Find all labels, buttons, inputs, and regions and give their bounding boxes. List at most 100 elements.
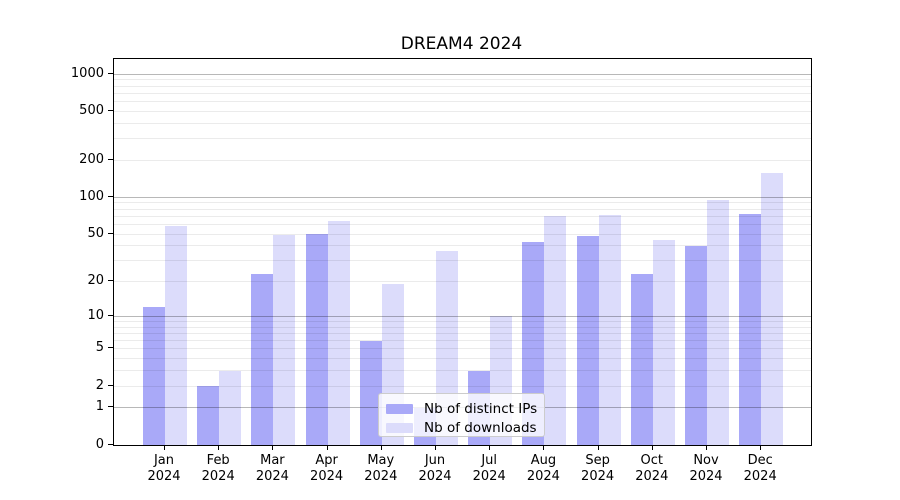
x-tick-mark-3 xyxy=(326,445,328,450)
x-tick-label-1: Feb 2024 xyxy=(201,453,235,484)
minor-gridline-40 xyxy=(114,245,811,247)
y-tick-label-500: 500 xyxy=(79,102,104,118)
minor-gridline-800 xyxy=(114,85,811,87)
x-tick-mark-9 xyxy=(651,445,653,450)
bar-distinct-ips-8 xyxy=(576,236,599,445)
bar-downloads-11 xyxy=(761,173,784,445)
y-tick-label-200: 200 xyxy=(79,151,104,167)
x-tick-mark-6 xyxy=(489,445,491,450)
x-tick-label-0: Jan 2024 xyxy=(147,453,181,484)
x-tick-label-5: Jun 2024 xyxy=(418,453,452,484)
legend-label-distinct-ips: Nb of distinct IPs xyxy=(424,401,538,417)
x-tick-mark-1 xyxy=(218,445,220,450)
y-tick-label-100: 100 xyxy=(79,188,104,204)
minor-gridline-900 xyxy=(114,79,811,81)
minor-gridline-70 xyxy=(114,215,811,217)
bar-distinct-ips-4 xyxy=(359,340,382,445)
y-tick-label-1000: 1000 xyxy=(70,65,104,81)
x-tick-label-6: Jul 2024 xyxy=(472,453,506,484)
legend-row-distinct-ips: Nb of distinct IPs xyxy=(386,400,538,418)
y-tick-mark-5 xyxy=(108,347,113,349)
minor-gridline-80 xyxy=(114,208,811,210)
bar-downloads-8 xyxy=(598,214,621,445)
minor-gridline-50 xyxy=(114,233,811,235)
x-tick-label-4: May 2024 xyxy=(364,453,398,484)
x-tick-mark-11 xyxy=(760,445,762,450)
minor-gridline-500 xyxy=(114,110,811,112)
bar-downloads-9 xyxy=(652,239,675,445)
plot-area xyxy=(113,58,812,446)
minor-gridline-600 xyxy=(114,101,811,103)
minor-gridline-60 xyxy=(114,223,811,225)
y-tick-label-5: 5 xyxy=(95,340,104,356)
minor-gridline-5 xyxy=(114,348,811,350)
y-tick-label-2: 2 xyxy=(95,377,104,393)
y-tick-label-0: 0 xyxy=(95,436,104,452)
minor-gridline-400 xyxy=(114,122,811,124)
bar-downloads-1 xyxy=(219,370,242,445)
x-tick-mark-2 xyxy=(272,445,274,450)
minor-gridline-200 xyxy=(114,159,811,161)
legend: Nb of distinct IPs Nb of downloads xyxy=(378,393,545,437)
x-tick-mark-0 xyxy=(164,445,165,450)
x-tick-mark-5 xyxy=(435,445,436,450)
minor-gridline-6 xyxy=(114,340,811,342)
bar-distinct-ips-1 xyxy=(197,386,220,445)
y-tick-label-10: 10 xyxy=(87,307,104,323)
major-gridline-100 xyxy=(114,196,811,198)
minor-gridline-300 xyxy=(114,138,811,140)
minor-gridline-7 xyxy=(114,332,811,334)
y-tick-mark-50 xyxy=(108,232,113,234)
x-tick-mark-8 xyxy=(597,445,599,450)
bar-downloads-10 xyxy=(707,200,729,445)
legend-label-downloads: Nb of downloads xyxy=(424,420,537,436)
legend-swatch-distinct-ips xyxy=(386,404,413,414)
legend-row-downloads: Nb of downloads xyxy=(386,419,537,437)
y-tick-mark-1 xyxy=(108,406,113,408)
x-tick-label-7: Aug 2024 xyxy=(526,453,560,484)
x-tick-label-9: Oct 2024 xyxy=(635,453,669,484)
minor-gridline-3 xyxy=(114,370,811,372)
x-tick-mark-7 xyxy=(543,445,545,450)
y-tick-mark-1000 xyxy=(108,72,113,74)
y-tick-mark-2 xyxy=(108,384,113,386)
bar-distinct-ips-3 xyxy=(305,234,328,445)
y-tick-mark-10 xyxy=(108,314,113,316)
y-tick-mark-100 xyxy=(108,195,113,197)
minor-gridline-90 xyxy=(114,202,811,204)
y-tick-mark-0 xyxy=(108,443,113,445)
y-tick-mark-20 xyxy=(108,280,113,282)
bar-distinct-ips-0 xyxy=(143,307,165,445)
minor-gridline-9 xyxy=(114,320,811,322)
x-tick-label-11: Dec 2024 xyxy=(743,453,777,484)
minor-gridline-30 xyxy=(114,260,811,262)
major-gridline-10 xyxy=(114,315,811,317)
x-tick-mark-4 xyxy=(380,445,382,450)
y-tick-mark-500 xyxy=(108,109,113,111)
minor-gridline-700 xyxy=(114,92,811,94)
minor-gridline-8 xyxy=(114,326,811,328)
x-tick-mark-10 xyxy=(706,445,707,450)
bar-downloads-2 xyxy=(273,235,296,445)
minor-gridline-4 xyxy=(114,358,811,360)
x-tick-label-3: Apr 2024 xyxy=(310,453,344,484)
bar-distinct-ips-2 xyxy=(251,274,274,445)
x-tick-label-8: Sep 2024 xyxy=(581,453,615,484)
major-gridline-1000 xyxy=(114,73,811,75)
bar-downloads-3 xyxy=(327,221,350,445)
y-tick-label-50: 50 xyxy=(87,225,104,241)
bar-downloads-7 xyxy=(544,216,567,445)
y-tick-label-20: 20 xyxy=(87,273,104,289)
y-tick-label-1: 1 xyxy=(95,399,104,415)
minor-gridline-2 xyxy=(114,385,811,387)
minor-gridline-20 xyxy=(114,281,811,283)
legend-swatch-downloads xyxy=(386,423,413,433)
bar-downloads-0 xyxy=(165,226,187,445)
chart-title: DREAM4 2024 xyxy=(400,34,523,54)
bar-distinct-ips-10 xyxy=(685,245,707,445)
y-tick-mark-200 xyxy=(108,158,113,160)
x-tick-label-10: Nov 2024 xyxy=(689,453,723,484)
bar-distinct-ips-11 xyxy=(739,214,762,445)
bar-distinct-ips-9 xyxy=(630,274,653,445)
